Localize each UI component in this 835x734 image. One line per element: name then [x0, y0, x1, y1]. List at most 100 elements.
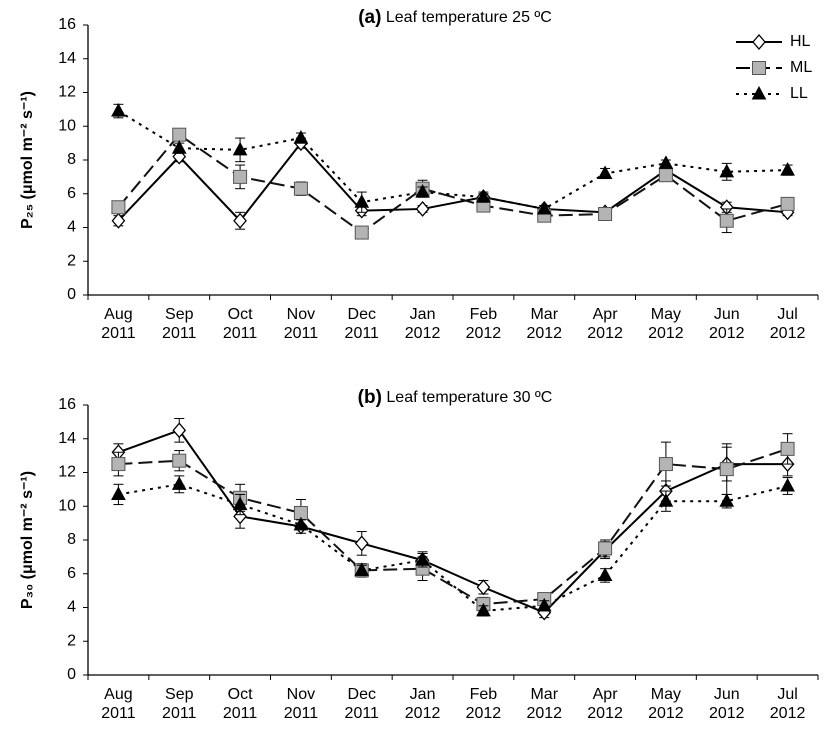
series-line: [118, 429, 788, 614]
marker: [752, 34, 766, 50]
marker: [476, 579, 491, 596]
series-line: [117, 141, 788, 223]
marker: [354, 194, 370, 208]
x-tick-label: Sep 2011: [162, 306, 197, 342]
y-tick-label: 8: [67, 151, 76, 168]
x-tick-label: Jan 2012: [404, 686, 441, 722]
legend-label: LL: [790, 85, 808, 102]
marker: [111, 200, 126, 215]
x-tick-label: Nov 2011: [283, 686, 319, 722]
marker: [233, 508, 247, 525]
legend-label: HL: [790, 33, 811, 50]
marker: [751, 85, 767, 100]
marker: [111, 212, 126, 229]
marker: [111, 103, 126, 117]
y-tick-label: 12: [58, 464, 76, 481]
panel-label: (b): [358, 387, 382, 408]
marker: [780, 162, 795, 176]
marker: [354, 562, 370, 576]
marker: [415, 200, 430, 217]
marker: [293, 516, 309, 531]
y-tick-label: 6: [67, 185, 76, 202]
chart-title: (b) Leaf temperature 30 ºC: [358, 387, 553, 408]
x-tick-label: Dec 2011: [344, 306, 379, 342]
marker: [354, 225, 369, 240]
marker: [415, 184, 430, 198]
marker: [293, 130, 309, 144]
y-tick-label: 4: [67, 219, 76, 236]
marker: [598, 207, 613, 221]
x-tick-label: Mar 2012: [526, 306, 563, 342]
y-tick-label: 16: [58, 396, 76, 413]
x-tick-label: May 2012: [648, 306, 684, 342]
y-tick-label: 8: [67, 531, 76, 548]
marker: [719, 213, 734, 228]
x-tick-label: Oct 2011: [222, 306, 258, 342]
x-tick-label: Feb 2012: [465, 686, 502, 722]
marker: [598, 541, 613, 556]
marker: [658, 493, 674, 507]
marker: [780, 477, 795, 492]
y-tick-label: 6: [67, 565, 76, 582]
marker: [658, 168, 673, 183]
marker: [536, 200, 552, 215]
series-line: [117, 110, 788, 210]
marker: [658, 457, 673, 472]
y-axis-label: P₃₀ (μmol m⁻² s⁻¹): [19, 471, 36, 609]
y-tick-label: 10: [58, 497, 76, 514]
marker: [232, 141, 248, 156]
marker: [172, 422, 187, 439]
y-tick-label: 12: [58, 84, 76, 101]
y-tick-label: 2: [67, 252, 76, 269]
marker: [172, 127, 187, 142]
x-tick-label: Oct 2011: [222, 686, 258, 722]
marker: [232, 496, 248, 511]
chart-title: (a) Leaf temperature 25 ºC: [358, 7, 552, 28]
marker: [719, 462, 734, 477]
x-tick-label: Nov 2011: [283, 306, 319, 342]
marker: [658, 155, 674, 169]
marker: [354, 535, 369, 552]
title-text: Leaf temperature 30 ºC: [386, 389, 552, 406]
marker: [171, 140, 187, 154]
y-tick-label: 0: [67, 286, 76, 303]
series-line: [117, 133, 788, 234]
marker: [719, 163, 735, 178]
x-tick-label: Jul 2012: [769, 306, 806, 342]
series-line: [118, 483, 788, 612]
marker: [111, 457, 126, 472]
x-tick-label: Apr 2012: [587, 686, 623, 722]
x-tick-label: Sep 2011: [162, 686, 197, 722]
marker: [780, 196, 795, 211]
y-tick-label: 14: [58, 430, 76, 447]
marker: [597, 165, 613, 179]
y-axis-label: P₂₅ (μmol m⁻² s⁻¹): [19, 91, 36, 229]
marker: [476, 602, 491, 617]
marker: [752, 61, 766, 75]
x-tick-label: Jun 2012: [708, 306, 745, 342]
marker: [719, 493, 735, 507]
title-text: Leaf temperature 25 ºC: [386, 9, 552, 26]
marker: [111, 486, 126, 500]
x-tick-label: May 2012: [648, 686, 684, 722]
x-tick-label: Jun 2012: [708, 686, 745, 722]
y-tick-label: 2: [67, 632, 76, 649]
marker: [172, 453, 187, 468]
marker: [293, 181, 308, 196]
marker: [536, 597, 552, 612]
y-tick-label: 16: [58, 16, 76, 33]
marker: [780, 441, 795, 456]
marker: [415, 552, 430, 566]
marker: [597, 567, 613, 581]
marker: [233, 169, 248, 184]
marker: [171, 476, 187, 490]
x-tick-label: Aug 2011: [101, 306, 136, 342]
x-tick-label: Dec 2011: [344, 686, 379, 722]
x-tick-label: Aug 2011: [101, 686, 136, 722]
marker: [476, 189, 491, 203]
series-line: [118, 447, 788, 606]
legend-label: ML: [790, 59, 812, 76]
y-tick-label: 4: [67, 599, 76, 616]
